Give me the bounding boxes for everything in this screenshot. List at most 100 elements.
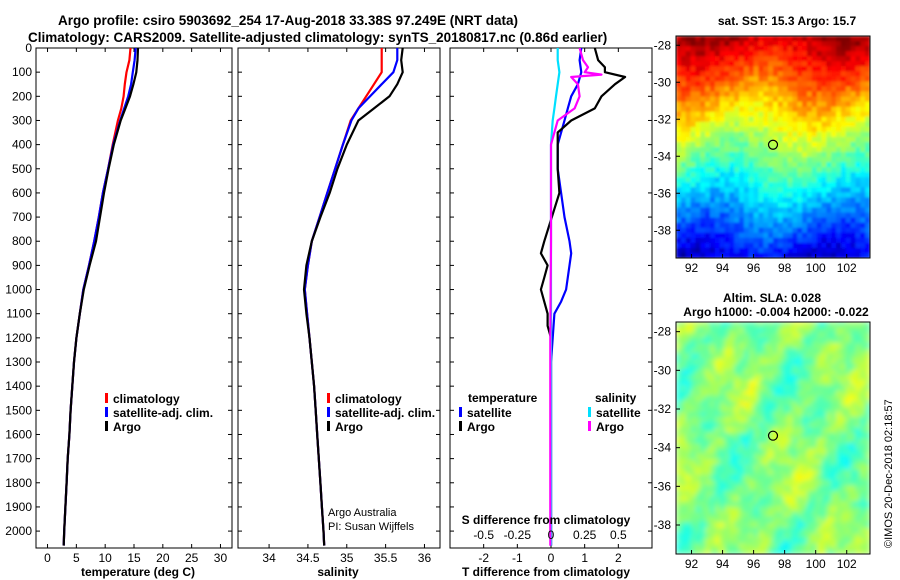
map-cell xyxy=(850,548,856,555)
map-cell xyxy=(714,41,721,47)
map-cell xyxy=(748,416,754,423)
map-cell xyxy=(748,126,754,133)
map-cell xyxy=(865,506,871,513)
map-cell xyxy=(797,337,803,344)
map-cell xyxy=(709,182,716,188)
map-cell xyxy=(855,247,861,254)
map-cell xyxy=(782,121,788,128)
map-cell xyxy=(709,91,716,97)
map-cell xyxy=(685,46,691,52)
difference-legend-salinity: salinity satellite Argo xyxy=(588,391,641,434)
map-cell xyxy=(831,227,837,234)
map-cell xyxy=(782,131,788,138)
map-cell xyxy=(719,348,725,355)
map-cell xyxy=(719,131,725,138)
map-cell xyxy=(729,358,735,365)
map-cell xyxy=(763,131,769,138)
map-cell xyxy=(748,364,754,370)
map-cell xyxy=(753,81,759,87)
map-cell xyxy=(700,438,706,444)
map-cell xyxy=(802,41,808,47)
map-cell xyxy=(797,385,803,391)
map-cell xyxy=(821,459,827,465)
map-cell xyxy=(714,380,721,386)
map-cell xyxy=(758,121,764,128)
map-cell xyxy=(860,252,866,259)
map-cell xyxy=(811,548,818,555)
map-cell xyxy=(865,187,871,193)
map-cell xyxy=(709,327,716,333)
map-cell xyxy=(860,116,866,123)
map-cell xyxy=(690,66,696,72)
map-cell xyxy=(777,126,784,133)
map-cell xyxy=(739,485,745,492)
map-cell xyxy=(705,36,711,42)
map-cell xyxy=(753,348,759,355)
y-tick-label: 600 xyxy=(12,186,32,200)
map-cell xyxy=(777,427,784,434)
map-cell xyxy=(850,152,856,158)
map-cell xyxy=(811,459,818,465)
map-cell xyxy=(855,337,861,344)
map-cell xyxy=(802,182,808,188)
map-cell xyxy=(758,61,764,67)
map-cell xyxy=(840,353,847,360)
map-cell xyxy=(743,152,750,158)
map-cell xyxy=(826,369,832,376)
map-cell xyxy=(826,167,832,173)
map-cell xyxy=(840,247,847,254)
map-cell xyxy=(802,207,808,213)
map-cell xyxy=(739,182,745,188)
map-cell xyxy=(685,496,691,502)
map-cell xyxy=(719,353,725,360)
map-cell xyxy=(802,543,808,550)
map-cell xyxy=(802,91,808,97)
map-cell xyxy=(676,187,682,193)
map-cell xyxy=(855,538,861,544)
map-cell xyxy=(743,364,750,370)
y-tick-label: 200 xyxy=(12,89,32,103)
map-cell xyxy=(680,480,687,486)
map-cell xyxy=(821,247,827,254)
map-cell xyxy=(797,106,803,113)
map-cell xyxy=(768,337,774,344)
map-cell xyxy=(743,136,750,143)
map-cell xyxy=(695,353,701,360)
map-cell xyxy=(680,217,687,224)
map-cell xyxy=(676,182,682,188)
map-cell xyxy=(734,490,740,497)
map-cell xyxy=(743,41,750,47)
map-cell xyxy=(792,506,798,513)
map-cell xyxy=(719,438,725,444)
map-cell xyxy=(753,506,759,513)
map-cell xyxy=(840,177,847,183)
map-cell xyxy=(826,443,832,449)
map-cell xyxy=(797,96,803,102)
map-cell xyxy=(806,380,813,386)
map-cell xyxy=(855,353,861,360)
map-cell xyxy=(734,46,740,52)
map-cell xyxy=(680,348,687,355)
map-cell xyxy=(773,81,779,87)
map-cell xyxy=(802,237,808,244)
map-cell xyxy=(836,474,842,481)
map-cell xyxy=(826,121,832,128)
map-cell xyxy=(705,141,711,148)
map-cell xyxy=(840,202,847,208)
map-cell xyxy=(739,71,745,77)
map-cell xyxy=(845,522,851,529)
map-cell xyxy=(768,395,774,402)
map-cell xyxy=(782,141,788,148)
map-cell xyxy=(705,443,711,449)
map-cell xyxy=(782,242,788,249)
map-cell xyxy=(787,147,793,153)
map-cell xyxy=(763,36,769,42)
map-cell xyxy=(690,182,696,188)
map-cell xyxy=(743,247,750,254)
map-cell xyxy=(734,438,740,444)
map-cell xyxy=(855,157,861,163)
map-cell xyxy=(773,506,779,513)
map-x-tick-label: 102 xyxy=(837,261,857,275)
map-cell xyxy=(816,237,822,244)
map-cell xyxy=(705,496,711,502)
